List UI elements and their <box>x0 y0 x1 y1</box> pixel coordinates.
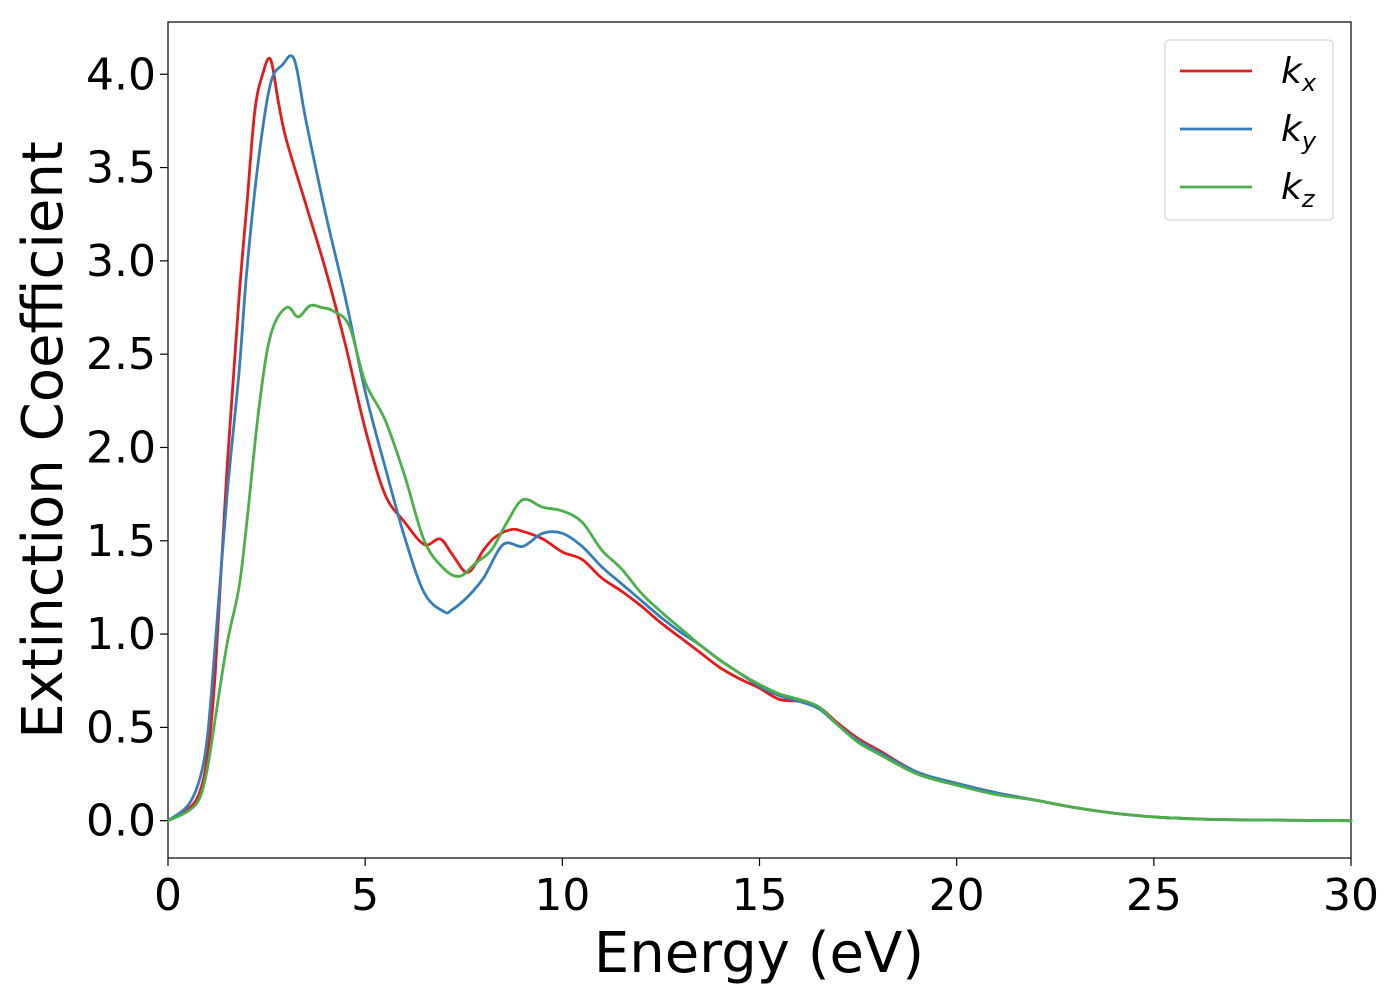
legend-label-z: kz <box>1281 167 1316 213</box>
y-tick-label: 1.0 <box>86 609 156 660</box>
series-line-y <box>166 54 1353 823</box>
x-tick-label: 20 <box>929 870 985 921</box>
x-axis-label: Energy (eV) <box>594 921 924 986</box>
x-axis-ticks: 0 5 10 15 20 25 30 <box>154 858 1379 921</box>
y-tick-label: 3.5 <box>86 143 156 194</box>
series-layer <box>166 54 1353 823</box>
x-tick-label: 10 <box>534 870 590 921</box>
legend-label-y: ky <box>1281 109 1317 155</box>
y-tick-label: 0.5 <box>86 702 156 753</box>
y-tick-label: 0.0 <box>86 796 156 847</box>
y-axis-label: Extinction Coefficient <box>11 141 76 739</box>
x-tick-label: 25 <box>1126 870 1182 921</box>
x-tick-label: 15 <box>732 870 788 921</box>
y-tick-label: 4.0 <box>86 49 156 100</box>
x-tick-label: 30 <box>1323 870 1379 921</box>
y-tick-label: 2.0 <box>86 422 156 473</box>
y-axis-ticks: 0.0 0.5 1.0 1.5 2.0 2.5 3.0 3.5 4.0 <box>86 49 168 847</box>
y-tick-label: 2.5 <box>86 329 156 380</box>
x-tick-label: 0 <box>154 870 182 921</box>
y-tick-label: 3.0 <box>86 236 156 287</box>
x-tick-label: 5 <box>351 870 379 921</box>
legend-label-x: kx <box>1281 51 1317 97</box>
legend: kx ky kz <box>1164 39 1334 221</box>
series-line-z <box>166 303 1353 823</box>
y-tick-label: 1.5 <box>86 516 156 567</box>
